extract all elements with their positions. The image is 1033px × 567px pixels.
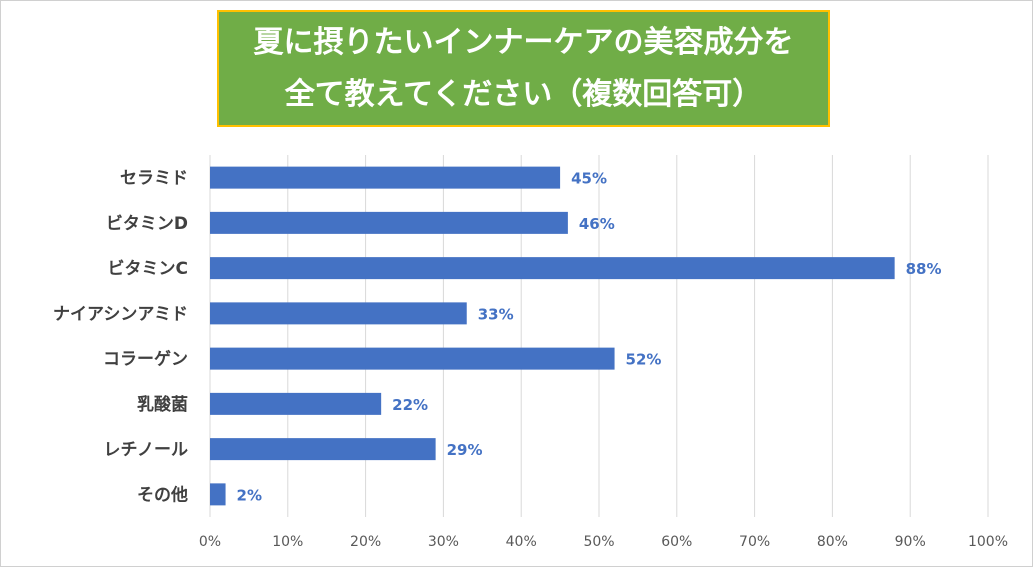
bar xyxy=(210,347,615,370)
x-tick-label: 50% xyxy=(583,534,614,550)
category-label: セラミド xyxy=(120,169,188,189)
bar xyxy=(210,211,568,234)
category-label: レチノール xyxy=(104,440,189,460)
x-tick-label: 90% xyxy=(895,534,926,550)
bar xyxy=(210,392,382,415)
category-label: その他 xyxy=(137,484,188,505)
data-label: 45% xyxy=(571,170,607,188)
x-tick-label: 20% xyxy=(350,534,381,550)
data-label: 88% xyxy=(906,260,942,278)
x-tick-label: 40% xyxy=(506,534,537,550)
bar xyxy=(210,438,436,461)
x-tick-label: 0% xyxy=(199,534,221,550)
bar xyxy=(210,166,561,189)
x-tick-label: 80% xyxy=(817,534,848,550)
x-tick-label: 30% xyxy=(428,534,459,550)
chart-title: 夏に摂りたいインナーケアの美容成分を 全て教えてください（複数回答可） xyxy=(217,10,830,127)
chart-title-line-2: 全て教えてください（複数回答可） xyxy=(284,76,763,112)
data-label: 46% xyxy=(579,215,615,233)
x-tick-label: 70% xyxy=(739,534,770,550)
chart-title-line-1: 夏に摂りたいインナーケアの美容成分を xyxy=(253,24,794,60)
x-tick-label: 100% xyxy=(968,534,1008,550)
x-tick-label: 60% xyxy=(661,534,692,550)
data-label: 52% xyxy=(626,351,662,369)
category-label: コラーゲン xyxy=(103,349,188,370)
category-label: 乳酸菌 xyxy=(137,394,188,415)
category-label: ビタミンD xyxy=(106,214,188,234)
bar xyxy=(210,257,895,280)
category-label: ビタミンC xyxy=(108,259,188,279)
bar xyxy=(210,483,226,506)
category-label: ナイアシンアミド xyxy=(53,304,188,324)
data-label: 22% xyxy=(392,396,428,414)
data-label: 2% xyxy=(237,486,262,504)
data-label: 33% xyxy=(478,305,514,323)
x-tick-label: 10% xyxy=(272,534,303,550)
data-label: 29% xyxy=(447,441,483,459)
bar xyxy=(210,302,467,325)
